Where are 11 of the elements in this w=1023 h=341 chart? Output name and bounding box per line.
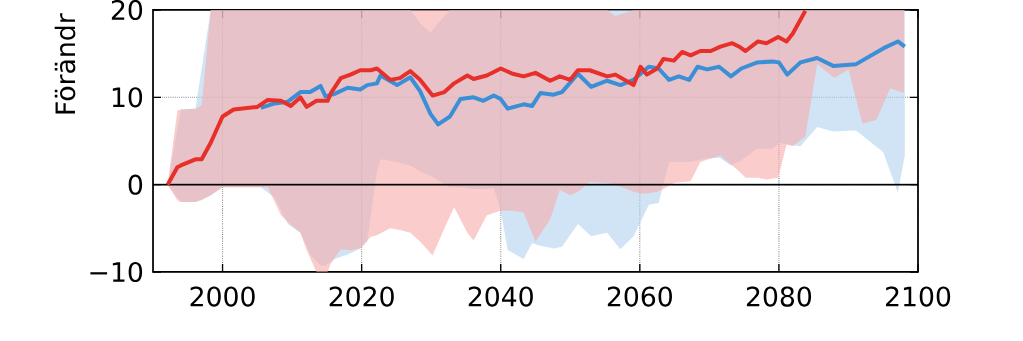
x-tick-label: 2060 [607, 286, 672, 307]
y-axis-title: Förändr [54, 13, 76, 114]
y-tick-label: −10 [90, 261, 143, 283]
y-tick-label: 20 [111, 0, 143, 21]
x-tick-label: 2020 [329, 286, 394, 307]
y-tick-label: 10 [112, 87, 143, 108]
x-tick-label: 2080 [746, 286, 812, 307]
x-tick-label: 2040 [468, 286, 533, 307]
y-tick-label: 0 [128, 174, 143, 195]
x-tick-label: 2000 [190, 286, 255, 307]
x-tick-label: 2100 [886, 286, 951, 307]
